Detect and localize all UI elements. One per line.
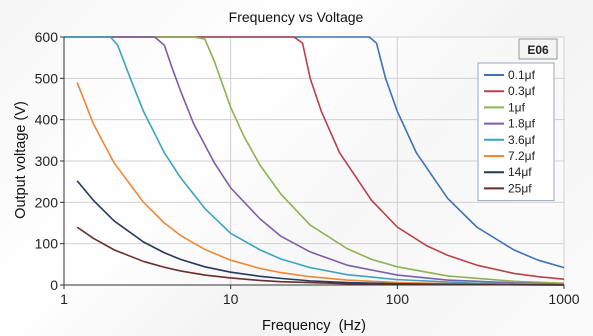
badge: E06 bbox=[518, 38, 558, 60]
y-axis-label: Output voltage (V) bbox=[13, 101, 29, 219]
y-tick-label: 400 bbox=[35, 112, 59, 128]
x-tick-label: 10 bbox=[223, 291, 239, 307]
y-tick-label: 0 bbox=[50, 277, 58, 293]
y-tick-label: 500 bbox=[35, 70, 59, 86]
y-tick-label: 300 bbox=[35, 153, 59, 169]
legend-label-1: 0.3μf bbox=[508, 84, 536, 98]
tick-labels: 0 100 200 300 400 500 600 1 10 100 1000 bbox=[35, 29, 580, 307]
x-tick-label: 1 bbox=[60, 291, 68, 307]
legend: 0.1μf 0.3μf 1μf 1.8μf 3.6μf 7.2μf 14μf 25μf bbox=[477, 62, 555, 202]
y-tick-label: 200 bbox=[35, 194, 59, 210]
y-tick-label: 600 bbox=[35, 29, 59, 45]
series-line-2 bbox=[64, 36, 565, 285]
x-axis-label: Frequency (Hz) bbox=[262, 318, 366, 334]
series-lines bbox=[64, 36, 565, 286]
badge-text: E06 bbox=[527, 43, 549, 57]
series-line-3 bbox=[64, 36, 565, 285]
series-line-0 bbox=[64, 36, 565, 269]
legend-label-3: 1.8μf bbox=[508, 117, 536, 131]
series-line-4 bbox=[64, 36, 565, 286]
x-tick-label: 1000 bbox=[548, 291, 579, 307]
series-line-1 bbox=[64, 36, 565, 281]
legend-label-2: 1μf bbox=[508, 100, 526, 114]
legend-label-7: 25μf bbox=[508, 181, 532, 195]
series-line-7 bbox=[76, 226, 565, 286]
legend-label-0: 0.1μf bbox=[508, 68, 536, 82]
legend-label-6: 14μf bbox=[508, 165, 532, 179]
legend-label-5: 7.2μf bbox=[508, 149, 536, 163]
chart-title: Frequency vs Voltage bbox=[229, 9, 364, 25]
y-tick-label: 100 bbox=[35, 236, 59, 252]
legend-label-4: 3.6μf bbox=[508, 133, 536, 147]
legend-box bbox=[477, 62, 555, 202]
x-tick-label: 100 bbox=[386, 291, 410, 307]
series-line-5 bbox=[76, 82, 565, 286]
